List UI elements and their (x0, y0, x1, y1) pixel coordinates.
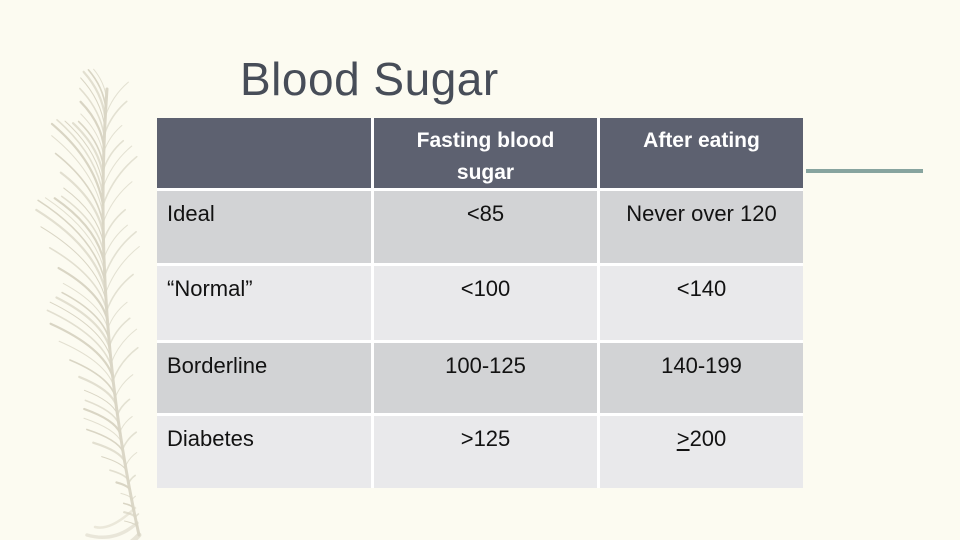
blood-sugar-table: Fasting blood sugar After eating Ideal <… (157, 118, 803, 488)
row-label-diabetes: Diabetes (157, 416, 371, 488)
row-label-ideal: Ideal (157, 191, 371, 263)
gte-number: 200 (689, 426, 727, 451)
fasting-value-borderline: 100-125 (374, 343, 597, 413)
accent-line (806, 169, 923, 173)
fasting-value-ideal: <85 (374, 191, 597, 263)
header-cell-after-eating: After eating (600, 118, 803, 188)
header-cell-fasting: Fasting blood sugar (374, 118, 597, 188)
after-value-ideal: Never over 120 (600, 191, 803, 263)
row-label-normal: “Normal” (157, 266, 371, 340)
feather-icon (35, 68, 142, 540)
after-value-normal: <140 (600, 266, 803, 340)
after-value-borderline: 140-199 (600, 343, 803, 413)
row-label-borderline: Borderline (157, 343, 371, 413)
slide-title: Blood Sugar (240, 53, 499, 105)
fasting-value-diabetes: >125 (374, 416, 597, 488)
fasting-value-normal: <100 (374, 266, 597, 340)
gte-underlined-prefix: > (676, 426, 690, 451)
after-value-diabetes: >200 (600, 416, 803, 488)
header-cell-empty (157, 118, 371, 188)
